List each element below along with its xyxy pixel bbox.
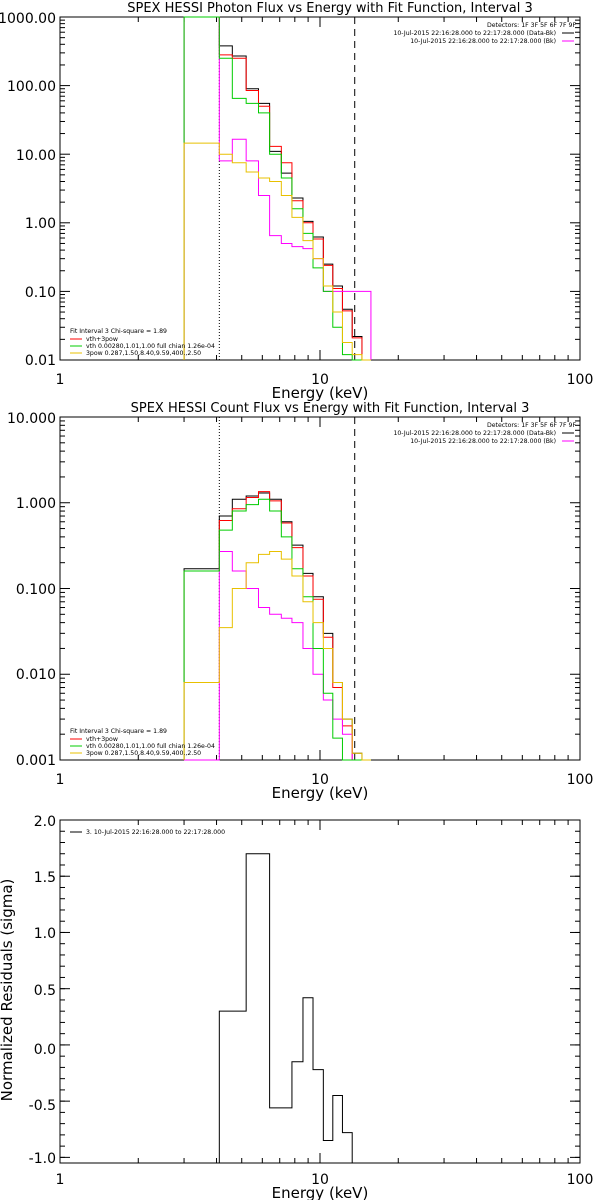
residuals-xtick-label: 100 — [567, 1172, 594, 1188]
count-flux-xlabel: Energy (keV) — [272, 784, 369, 802]
series-line — [183, 498, 371, 761]
count-flux-series — [183, 491, 371, 761]
photon-flux-detectors: Detectors: 1F 3F 5F 6F 7F 9F — [487, 22, 576, 29]
count-flux-ticks — [59, 416, 580, 761]
residuals-ytick-label: 0.0 — [34, 1042, 56, 1058]
residuals-ytick-label: 0.5 — [34, 983, 56, 999]
photon-flux-panel: SPEX HESSI Photon Flux vs Energy with Fi… — [0, 1, 593, 402]
count-flux-bk-interval: 10-Jul-2015 22:16:28.000 to 22:17:28.000… — [410, 438, 556, 445]
residuals-ytick-label: 1.5 — [34, 870, 56, 886]
residuals-ticks — [59, 819, 580, 1163]
residuals-series — [218, 853, 362, 1164]
count-flux-xtick-label: 1 — [56, 772, 65, 788]
photon-flux-ytick-label: 1000.00 — [0, 11, 56, 27]
residuals-ylabel: Normalized Residuals (sigma) — [0, 879, 16, 1102]
count-flux-plot-frame — [59, 416, 581, 761]
photon-flux-xtick-label: 10 — [311, 372, 329, 388]
count-flux-ytick-label: 0.001 — [16, 753, 56, 769]
count-flux-legend-item: vth 0.00280,1.01,1.00 full chian 1.26e-0… — [86, 743, 215, 750]
series-line — [183, 551, 371, 761]
photon-flux-series — [183, 16, 372, 361]
photon-flux-legend-item: 3pow 0.287,1.50,8.40,9.59,400.,2.50 — [86, 350, 201, 357]
residuals-ytick-label: -1.0 — [29, 1151, 56, 1167]
count-flux-legend-fit: Fit Interval 3 Chi-square = 1.89 — [70, 728, 167, 735]
count-flux-panel: SPEX HESSI Count Flux vs Energy with Fit… — [7, 401, 593, 802]
series-line — [184, 551, 371, 761]
photon-flux-ytick-label: 10.00 — [16, 148, 56, 164]
residuals-ytick-label: -0.5 — [29, 1098, 56, 1114]
photon-flux-ytick-label: 1.00 — [25, 216, 56, 232]
photon-flux-plot-frame — [59, 16, 581, 361]
photon-flux-ticks — [59, 16, 580, 361]
photon-flux-legend-fit: Fit Interval 3 Chi-square = 1.89 — [70, 328, 167, 335]
photon-flux-xlabel: Energy (keV) — [272, 384, 369, 402]
residuals-xlabel: Energy (keV) — [272, 1184, 369, 1200]
residuals-xtick-label: 1 — [56, 1172, 65, 1188]
residuals-plot-frame — [59, 819, 581, 1164]
photon-flux-title: SPEX HESSI Photon Flux vs Energy with Fi… — [127, 1, 533, 16]
residuals-xtick-label: 10 — [311, 1172, 329, 1188]
photon-flux-bk-interval: 10-Jul-2015 22:16:28.000 to 22:17:28.000… — [410, 38, 556, 45]
residuals-panel: -1.0 -0.5 0.0 0.5 1.0 1.5 2.0 1 10 100 E… — [0, 814, 593, 1200]
count-flux-ytick-label: 10.000 — [7, 411, 56, 427]
count-flux-legend-item: 3pow 0.287,1.50,8.40,9.59,400.,2.50 — [86, 750, 201, 757]
series-line — [183, 16, 372, 360]
photon-flux-ytick-label: 0.10 — [25, 285, 56, 301]
count-flux-ytick-label: 0.100 — [16, 582, 56, 598]
series-line — [183, 142, 371, 361]
photon-flux-ytick-label: 100.00 — [7, 79, 56, 95]
count-flux-ytick-label: 0.010 — [16, 667, 56, 683]
count-flux-data-interval: 10-Jul-2015 22:16:28.000 to 22:17:28.000… — [393, 430, 556, 437]
residuals-ytick-label: 2.0 — [34, 814, 56, 830]
residuals-ytick-label: 1.0 — [34, 926, 56, 942]
count-flux-ytick-label: 1.000 — [16, 496, 56, 512]
photon-flux-data-interval: 10-Jul-2015 22:16:28.000 to 22:17:28.000… — [393, 30, 556, 37]
photon-flux-legend-item: vth+3pow — [86, 336, 118, 343]
photon-flux-legend-item: vth 0.00280,1.01,1.00 full chian 1.26e-0… — [86, 343, 215, 350]
photon-flux-xtick-label: 100 — [567, 372, 594, 388]
count-flux-title: SPEX HESSI Count Flux vs Energy with Fit… — [131, 401, 530, 416]
series-line — [218, 853, 362, 1164]
series-line — [183, 16, 371, 361]
count-flux-legend-item: vth+3pow — [86, 736, 118, 743]
photon-flux-xtick-label: 1 — [56, 372, 65, 388]
residuals-legend-item: 3. 10-Jul-2015 22:16:28.000 to 22:17:28.… — [86, 829, 225, 836]
count-flux-detectors: Detectors: 1F 3F 5F 6F 7F 9F — [487, 422, 576, 429]
photon-flux-vlines — [218, 17, 356, 360]
count-flux-xtick-label: 10 — [311, 772, 329, 788]
photon-flux-ytick-label: 0.01 — [25, 353, 56, 369]
count-flux-xtick-label: 100 — [567, 772, 594, 788]
